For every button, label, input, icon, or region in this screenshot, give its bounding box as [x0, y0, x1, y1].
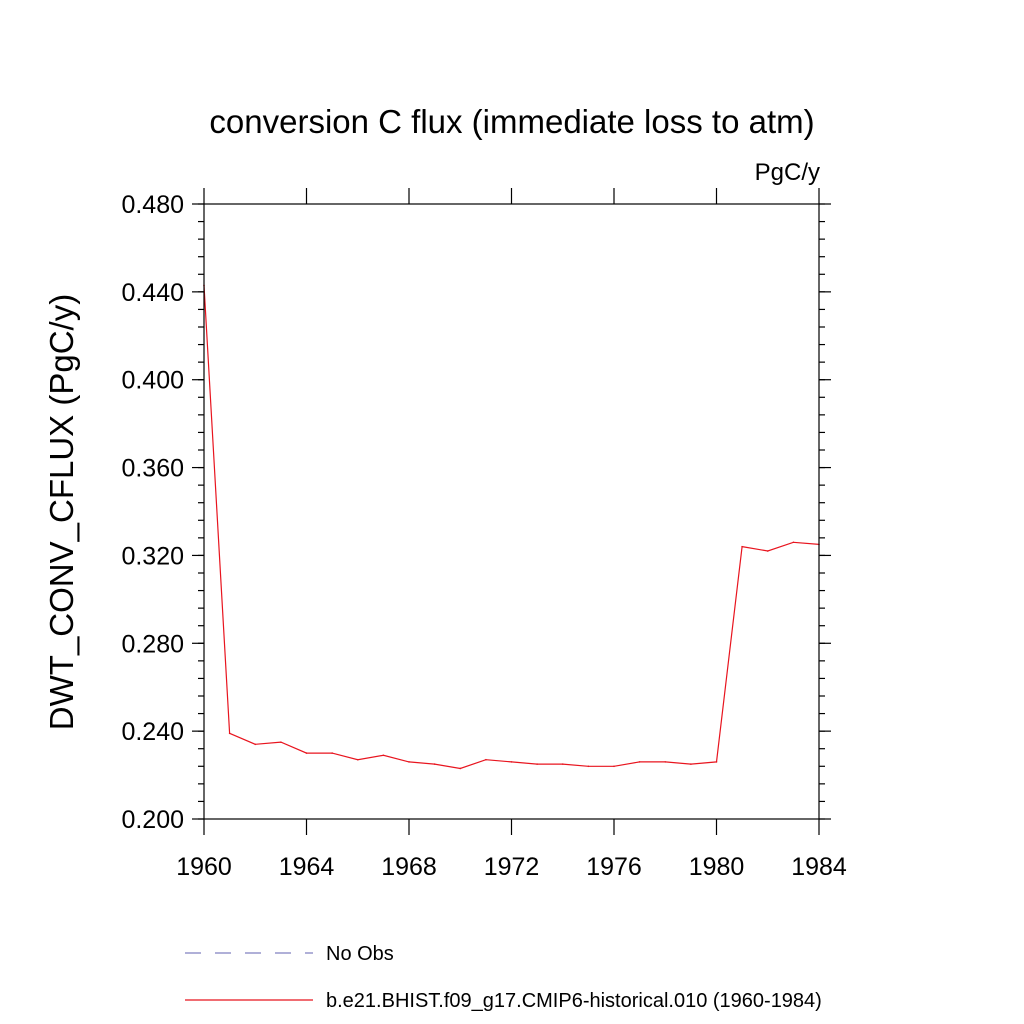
y-tick-label: 0.400: [121, 367, 184, 395]
data-point: [613, 765, 615, 768]
data-point: [536, 763, 538, 765]
data-point: [459, 767, 462, 770]
legend-label: b.e21.BHIST.f09_g17.CMIP6-historical.010…: [326, 990, 822, 1012]
y-axis-label: DWT_CONV_CFLUX (PgC/y): [43, 294, 80, 730]
x-tick-label: 1984: [791, 853, 847, 881]
data-point: [587, 765, 590, 768]
data-point: [510, 761, 513, 763]
y-tick-label: 0.440: [121, 279, 184, 307]
data-point: [382, 754, 385, 757]
data-point: [331, 752, 333, 754]
legend-label: No Obs: [326, 943, 394, 965]
data-point: [485, 758, 487, 761]
y-tick-label: 0.200: [121, 806, 184, 834]
data-point: [433, 763, 436, 765]
data-point: [356, 758, 359, 761]
data-point: [690, 763, 692, 765]
data-point: [792, 541, 795, 544]
x-tick-label: 1980: [689, 853, 745, 881]
x-tick-label: 1964: [279, 853, 335, 881]
x-tick-label: 1972: [484, 853, 540, 881]
plot-frame: [203, 203, 820, 820]
x-tick-label: 1976: [586, 853, 642, 881]
data-point: [766, 550, 769, 552]
y-tick-label: 0.480: [121, 191, 184, 219]
x-tick-label: 1960: [176, 853, 232, 881]
data-point: [638, 761, 641, 763]
units-label: PgC/y: [755, 159, 820, 186]
y-tick-label: 0.280: [121, 630, 184, 658]
chart-title: conversion C flux (immediate loss to atm…: [209, 103, 814, 140]
data-point: [408, 761, 410, 763]
y-tick-label: 0.320: [121, 542, 184, 570]
x-tick-label: 1968: [381, 853, 437, 881]
data-point: [664, 761, 667, 763]
data-point: [228, 732, 231, 735]
y-tick-label: 0.360: [121, 455, 184, 483]
data-point: [280, 741, 282, 743]
data-point: [254, 743, 257, 746]
data-point: [305, 752, 308, 754]
data-point: [561, 763, 564, 765]
data-point: [715, 761, 718, 763]
data-point: [741, 545, 743, 548]
series-line: [203, 285, 820, 770]
y-tick-label: 0.240: [121, 718, 184, 746]
